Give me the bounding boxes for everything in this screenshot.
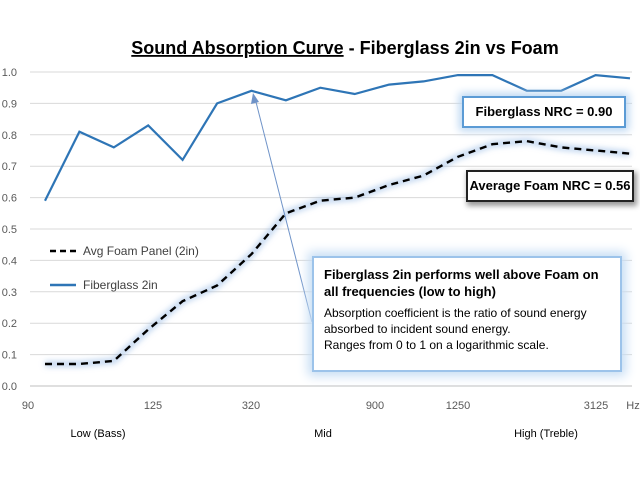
- chart-title-suffix: - Fiberglass 2in vs Foam: [344, 38, 559, 58]
- callout-box: Fiberglass 2in performs well above Foam …: [312, 256, 622, 372]
- series-line-fiberglass: [44, 73, 631, 202]
- y-tick-label: 0.7: [2, 161, 17, 173]
- chart-title: Sound Absorption Curve - Fiberglass 2in …: [131, 38, 558, 58]
- y-tick-label: 0.9: [2, 98, 17, 110]
- x-band-labels: Low (Bass) Mid High (Treble): [70, 428, 577, 440]
- chart-title-main: Sound Absorption Curve: [131, 38, 343, 58]
- y-tick-label: 0.8: [2, 130, 17, 142]
- callout-arrow: [251, 93, 313, 323]
- arrow-head: [251, 93, 259, 104]
- foam-nrc-box: Average Foam NRC = 0.56: [466, 170, 634, 202]
- x-tick-label: 125: [144, 400, 162, 412]
- x-band-label: Low (Bass): [70, 428, 125, 440]
- y-tick-label: 1.0: [2, 67, 17, 79]
- callout-heading: Fiberglass 2in performs well above Foam …: [324, 267, 599, 299]
- y-tick-label: 0.0: [2, 381, 17, 393]
- x-tick-label: 90: [22, 400, 34, 412]
- x-tick-label: 320: [242, 400, 260, 412]
- y-tick-label: 0.6: [2, 193, 17, 205]
- arrow-line: [255, 101, 313, 323]
- x-axis: 90 125 320 900 1250 3125 Hz: [22, 400, 640, 412]
- x-tick-label: 900: [366, 400, 384, 412]
- callout-line: Ranges from 0 to 1 on a logarithmic scal…: [324, 338, 549, 352]
- y-tick-label: 0.4: [2, 255, 17, 267]
- x-tick-label: Hz: [626, 400, 639, 412]
- fiberglass-nrc-box: Fiberglass NRC = 0.90: [462, 96, 626, 128]
- series-line-foam: [45, 139, 631, 366]
- y-axis: 0.0 0.1 0.2 0.3 0.4 0.5 0.6 0.7 0.8 0.9 1.0: [2, 67, 17, 393]
- legend: Avg Foam Panel (2in) Fiberglass 2in: [50, 244, 199, 292]
- x-band-label: High (Treble): [514, 428, 578, 440]
- y-tick-label: 0.5: [2, 224, 17, 236]
- series-layer: [44, 73, 631, 367]
- y-tick-label: 0.2: [2, 318, 17, 330]
- legend-label: Avg Foam Panel (2in): [83, 244, 199, 258]
- legend-label: Fiberglass 2in: [83, 278, 158, 292]
- y-tick-label: 0.3: [2, 287, 17, 299]
- x-tick-label: 1250: [446, 400, 470, 412]
- x-band-label: Mid: [314, 428, 332, 440]
- y-tick-label: 0.1: [2, 350, 17, 362]
- callout-line: Absorption coefficient is the ratio of s…: [324, 306, 587, 336]
- x-tick-label: 3125: [584, 400, 608, 412]
